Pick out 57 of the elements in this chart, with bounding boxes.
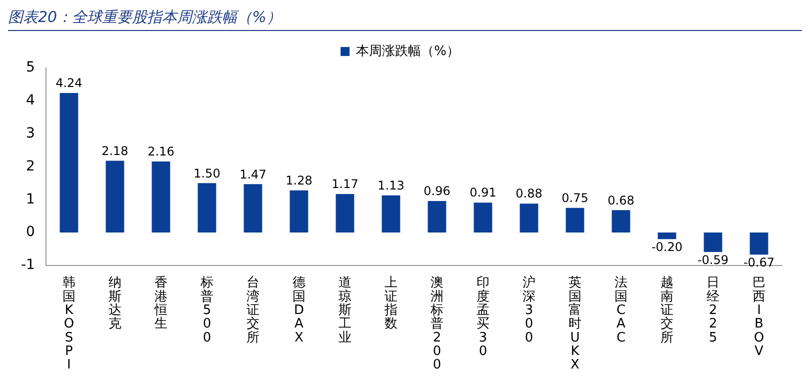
- bar: [704, 232, 722, 252]
- x-tick-label: 香港恒生: [153, 276, 168, 332]
- y-tick-label: -1: [20, 257, 35, 274]
- data-label: 0.68: [608, 193, 634, 208]
- x-tick-label: 越南证交所: [660, 276, 674, 346]
- x-tick-label: 日经225: [706, 276, 720, 346]
- x-tick-label: 韩国KOSPI: [62, 276, 76, 373]
- bar: [520, 204, 538, 233]
- x-tick-label: 台湾证交所: [246, 276, 260, 346]
- bar: [474, 202, 492, 233]
- x-tick-label: 巴西IBOV: [752, 276, 766, 359]
- bar: [152, 161, 170, 233]
- data-label: 2.16: [148, 144, 174, 159]
- x-tick-label: 英国富时UKX: [568, 276, 582, 373]
- y-tick-label: 0: [26, 224, 35, 240]
- bar: [566, 208, 584, 233]
- data-label: 0.88: [516, 186, 542, 201]
- y-tick-label: 3: [26, 125, 35, 142]
- bar: [382, 195, 400, 233]
- x-tick-label: 标普500: [199, 276, 214, 346]
- chart-title: 图表20：全球重要股指本周涨跌幅（%）: [8, 8, 802, 31]
- y-tick-label: 1: [26, 191, 35, 208]
- data-label: 1.17: [332, 177, 358, 192]
- bar: [60, 93, 78, 233]
- data-label: 2.18: [102, 144, 128, 158]
- y-tick-label: 2: [26, 158, 35, 174]
- legend-label: 本周涨跌幅（%）: [356, 44, 460, 59]
- x-tick-label: 沪深300: [522, 274, 536, 346]
- bar: [750, 232, 768, 255]
- data-label: 1.28: [286, 174, 312, 188]
- data-label: 0.75: [562, 190, 588, 205]
- data-label: -0.67: [743, 256, 775, 270]
- bar: [612, 210, 630, 233]
- bar: [198, 183, 216, 233]
- data-label: -0.20: [651, 240, 683, 254]
- y-tick-label: 5: [26, 60, 35, 76]
- x-tick-label: 道琼斯工业: [338, 276, 352, 346]
- x-tick-label: 印度孟买30: [476, 276, 490, 359]
- bar: [658, 232, 676, 240]
- data-label: -0.59: [697, 253, 729, 268]
- x-tick-label: 纳斯达克: [108, 276, 122, 332]
- data-label: 1.47: [240, 167, 266, 182]
- x-tick-label: 法国CAC: [614, 276, 628, 346]
- x-tick-label: 澳洲标普200: [429, 276, 444, 373]
- data-label: 1.13: [378, 178, 404, 192]
- x-tick-label: 上证指数: [383, 276, 398, 332]
- bar: [106, 160, 124, 233]
- y-tick-label: 4: [26, 92, 36, 109]
- data-label: 4.24: [56, 76, 82, 90]
- bar: [428, 200, 446, 233]
- bar: [244, 184, 262, 233]
- data-label: 0.96: [424, 184, 450, 198]
- data-label: 1.50: [194, 166, 220, 180]
- data-label: 0.91: [470, 186, 496, 200]
- bar: [290, 190, 308, 233]
- bar: [336, 194, 354, 233]
- x-tick-label: 德国DAX: [292, 276, 306, 346]
